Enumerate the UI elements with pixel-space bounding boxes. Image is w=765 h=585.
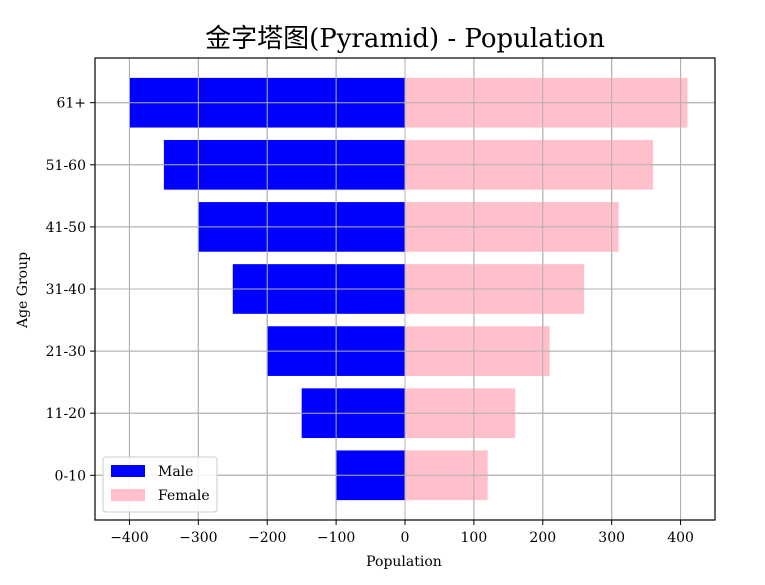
- x-tick-label: 200: [529, 530, 556, 546]
- y-tick-label: 31-40: [46, 282, 86, 298]
- y-tick-label: 41-50: [46, 220, 86, 236]
- legend-label-female: Female: [158, 488, 210, 504]
- x-tick-label: −100: [317, 530, 355, 546]
- x-tick-label: −300: [179, 530, 217, 546]
- x-tick-label: −400: [110, 530, 148, 546]
- x-tick-label: 0: [401, 530, 410, 546]
- y-tick-label: 21-30: [46, 344, 86, 360]
- x-axis-label: Population: [366, 554, 442, 570]
- axis-ticks: −400 −300 −200 −100 0 100 200 300 400 0-10 11-20 21…: [46, 96, 694, 546]
- y-tick-label: 61+: [56, 96, 86, 112]
- bars: [95, 58, 715, 520]
- y-axis-label: Age Group: [15, 252, 31, 329]
- x-tick-label: −200: [248, 530, 286, 546]
- legend-swatch-male: [111, 465, 145, 477]
- legend-swatch-female: [111, 489, 145, 501]
- legend-label-male: Male: [158, 464, 193, 480]
- y-tick-label: 11-20: [46, 406, 86, 422]
- x-tick-label: 400: [667, 530, 694, 546]
- y-tick-label: 0-10: [55, 468, 86, 484]
- x-tick-label: 300: [598, 530, 625, 546]
- chart-title: 金字塔图(Pyramid) - Population: [205, 24, 605, 54]
- y-tick-label: 51-60: [46, 158, 86, 174]
- legend[interactable]: Male Female: [102, 456, 218, 513]
- x-tick-label: 100: [461, 530, 488, 546]
